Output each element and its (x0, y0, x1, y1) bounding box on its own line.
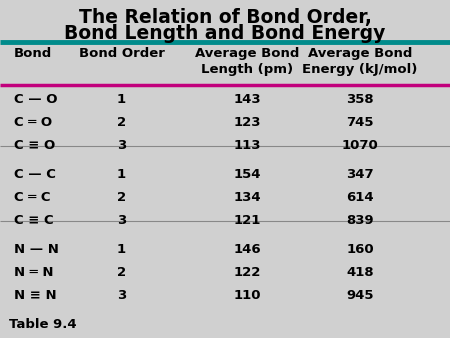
Text: 3: 3 (117, 289, 126, 302)
Text: 121: 121 (234, 214, 261, 227)
Text: 1070: 1070 (342, 139, 378, 152)
Text: The Relation of Bond Order,: The Relation of Bond Order, (79, 8, 371, 27)
Text: 143: 143 (234, 93, 261, 106)
Text: 1: 1 (117, 93, 126, 106)
Text: 347: 347 (346, 168, 374, 181)
Text: C — C: C — C (14, 168, 55, 181)
Text: Average Bond
Length (pm): Average Bond Length (pm) (195, 47, 300, 76)
Text: 2: 2 (117, 116, 126, 129)
Text: 839: 839 (346, 214, 374, 227)
Text: 358: 358 (346, 93, 374, 106)
Text: 113: 113 (234, 139, 261, 152)
Text: 3: 3 (117, 139, 126, 152)
Text: 123: 123 (234, 116, 261, 129)
Text: C ═ C: C ═ C (14, 191, 50, 204)
Text: Bond Order: Bond Order (79, 47, 164, 60)
Text: 1: 1 (117, 168, 126, 181)
Text: Table 9.4: Table 9.4 (9, 318, 77, 331)
Text: Bond Length and Bond Energy: Bond Length and Bond Energy (64, 24, 386, 43)
Text: 122: 122 (234, 266, 261, 279)
Text: Bond: Bond (14, 47, 52, 60)
Text: 154: 154 (234, 168, 261, 181)
Text: 110: 110 (234, 289, 261, 302)
Text: 1: 1 (117, 243, 126, 256)
Text: C ≡ C: C ≡ C (14, 214, 53, 227)
Text: 2: 2 (117, 266, 126, 279)
Text: N ≡ N: N ≡ N (14, 289, 56, 302)
Text: C — O: C — O (14, 93, 57, 106)
Text: 160: 160 (346, 243, 374, 256)
Text: 146: 146 (234, 243, 261, 256)
Text: 2: 2 (117, 191, 126, 204)
Text: 134: 134 (234, 191, 261, 204)
Text: 3: 3 (117, 214, 126, 227)
Text: 418: 418 (346, 266, 374, 279)
Text: 745: 745 (346, 116, 374, 129)
Text: 945: 945 (346, 289, 374, 302)
Text: C ≡ O: C ≡ O (14, 139, 55, 152)
Text: N ═ N: N ═ N (14, 266, 53, 279)
Text: 614: 614 (346, 191, 374, 204)
Text: N — N: N — N (14, 243, 58, 256)
Text: Average Bond
Energy (kJ/mol): Average Bond Energy (kJ/mol) (302, 47, 418, 76)
Text: C ═ O: C ═ O (14, 116, 52, 129)
